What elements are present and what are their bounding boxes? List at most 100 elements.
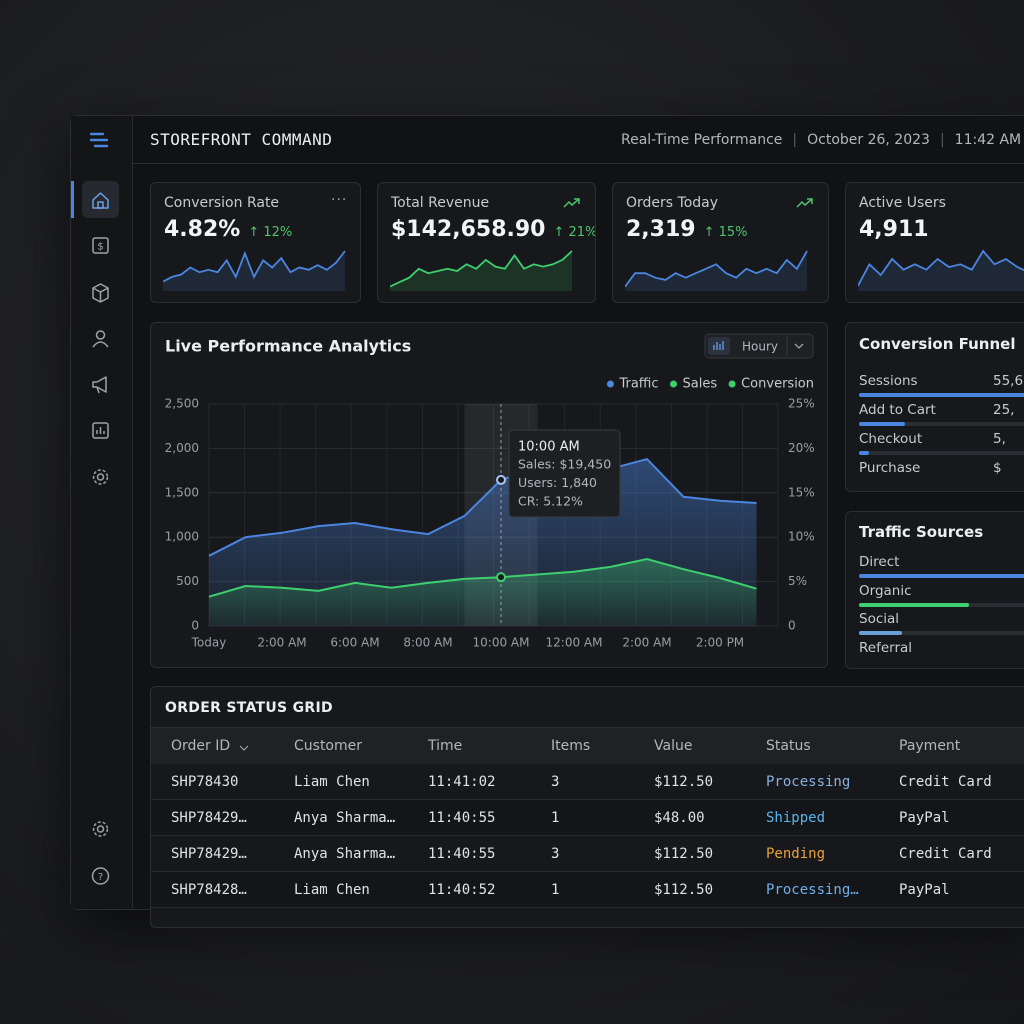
y-tick-label: 1,000 [165, 530, 199, 544]
source-bar [859, 631, 902, 635]
more-menu[interactable]: ··· [331, 192, 348, 208]
tooltip-line: CR: 5.12% [518, 494, 583, 509]
sparkline-line [858, 249, 1024, 287]
panel-title: Conversion Funnel [859, 335, 1016, 353]
interval-dropdown[interactable] [704, 333, 814, 359]
column-header[interactable]: Payment [899, 738, 961, 754]
table-cell: 11:40:55 [428, 846, 496, 862]
kpi-change: ↑ 15% [703, 225, 748, 240]
table-cell: Liam Chen [294, 882, 370, 898]
status-cell: Processing [766, 774, 851, 790]
kpi-change: ↑ 21% [553, 225, 596, 240]
table-row [151, 872, 1024, 908]
table-row [151, 764, 1024, 800]
table-cell: 1 [551, 882, 560, 898]
chart: Live Performance Analytics Houry 0 500 1,0… [165, 333, 815, 650]
tooltip [508, 429, 621, 518]
panel-title: ORDER STATUS GRID [165, 700, 333, 716]
sparkline [163, 250, 346, 291]
column-header[interactable]: Time [428, 738, 463, 754]
legend-dot [728, 380, 736, 388]
sparkline [625, 250, 808, 291]
x-tick-label: 2:00 PM [696, 636, 744, 650]
table-cell: SHP78428… [171, 882, 247, 898]
kpi-row: $142,658.90 ↑ 21% [391, 217, 596, 242]
table-cell: $112.50 [654, 774, 714, 790]
table-cell: SHP78429… [171, 846, 247, 862]
kpi-value: 2,319 [626, 217, 696, 242]
home-button[interactable] [82, 181, 119, 218]
area-fill [209, 559, 757, 626]
tooltip-title: 10:00 AM [518, 440, 580, 455]
line [208, 557, 757, 598]
y-tick-label: 2,000 [165, 441, 199, 455]
column-header[interactable]: Items [551, 738, 591, 754]
source-label: Direct [859, 554, 900, 570]
kpi-label: Total Revenue [391, 195, 490, 211]
y2-tick-label: 20% [788, 441, 815, 455]
table-cell: Credit Card [899, 774, 992, 790]
source-track [859, 631, 1024, 635]
line [208, 457, 757, 557]
kpi-label: Conversion Rate [164, 195, 280, 211]
funnel-value: 25, [993, 402, 1015, 418]
table-cell: Liam Chen [294, 774, 370, 790]
table-cell: Anya Sharma… [294, 846, 396, 862]
sparkline-area [625, 251, 807, 291]
x-tick-label: Today [191, 636, 227, 650]
funnel-track [859, 422, 1024, 426]
kpi-label: Orders Today [626, 195, 719, 211]
sidebar: $ ? [71, 116, 133, 908]
kpi-card: Total Revenue $142,658.90 ↑ 21% [377, 182, 596, 303]
kpi-row: 4,911 [859, 219, 929, 241]
trend-icon [796, 198, 813, 208]
legend-label: Traffic [618, 377, 658, 392]
table-cell: Anya Sharma… [294, 810, 396, 826]
source-label: Organic [859, 582, 912, 599]
table-cell: 11:40:52 [428, 882, 496, 898]
sparkline-line [163, 250, 346, 283]
table-cell: Credit Card [899, 846, 992, 862]
y2-tick-label: 15% [788, 485, 815, 499]
x-tick-label: 2:00 AM [257, 636, 306, 650]
sources-panel: Traffic Sources Direct Organic Social Refer… [845, 511, 1024, 669]
table-cell: $112.50 [654, 882, 714, 898]
kpi-value: $142,658.90 [391, 217, 546, 242]
sort-icon [239, 745, 249, 751]
source-label: Social [859, 611, 900, 627]
kpi-row: 2,319 ↑ 15% [626, 219, 748, 241]
y2-tick-label: 25% [788, 397, 815, 411]
table-cell: 11:40:55 [428, 810, 496, 826]
orders-panel: ORDER STATUS GRID Order ID Customer Time It… [150, 686, 1024, 928]
status-cell: Processing… [766, 882, 859, 898]
column-header[interactable]: Order ID [171, 738, 231, 754]
y2-tick-label: 10% [788, 530, 815, 544]
svg-text:?: ? [98, 872, 103, 883]
x-tick-label: 12:00 AM [546, 636, 603, 650]
kpi-card: Active Users 4,911 [845, 182, 1024, 303]
header: STOREFRONT COMMAND Real-Time Performance… [132, 116, 1024, 164]
column-header[interactable]: Customer [294, 738, 363, 754]
kpi-label: Active Users [859, 195, 946, 211]
column-header[interactable]: Value [654, 738, 693, 754]
meta-text: Real-Time Performance [621, 132, 783, 148]
funnel-track [859, 451, 1024, 455]
app-title: STOREFRONT COMMAND [150, 130, 333, 149]
analytics-panel: Live Performance Analytics Houry 0 500 1,0… [150, 322, 828, 668]
svg-text:$: $ [97, 242, 103, 253]
source-bar [859, 602, 969, 607]
tooltip-line: Sales: $19,450 [518, 457, 611, 472]
y-tick-label: 2,500 [165, 397, 199, 411]
source-bar [859, 574, 1024, 578]
status-cell: Pending [766, 846, 826, 862]
funnel-value: $ [993, 460, 1002, 476]
sparkline-area [390, 251, 572, 291]
column-header[interactable]: Status [766, 738, 811, 754]
source-label: Referral [859, 639, 913, 656]
hover-point [496, 572, 506, 583]
x-tick-label: 2:00 AM [622, 636, 671, 650]
funnel-bar [859, 422, 905, 426]
status-cell: Shipped [766, 810, 826, 826]
table-cell: 3 [551, 774, 560, 790]
meta-text: October 26, 2023 [807, 132, 930, 148]
